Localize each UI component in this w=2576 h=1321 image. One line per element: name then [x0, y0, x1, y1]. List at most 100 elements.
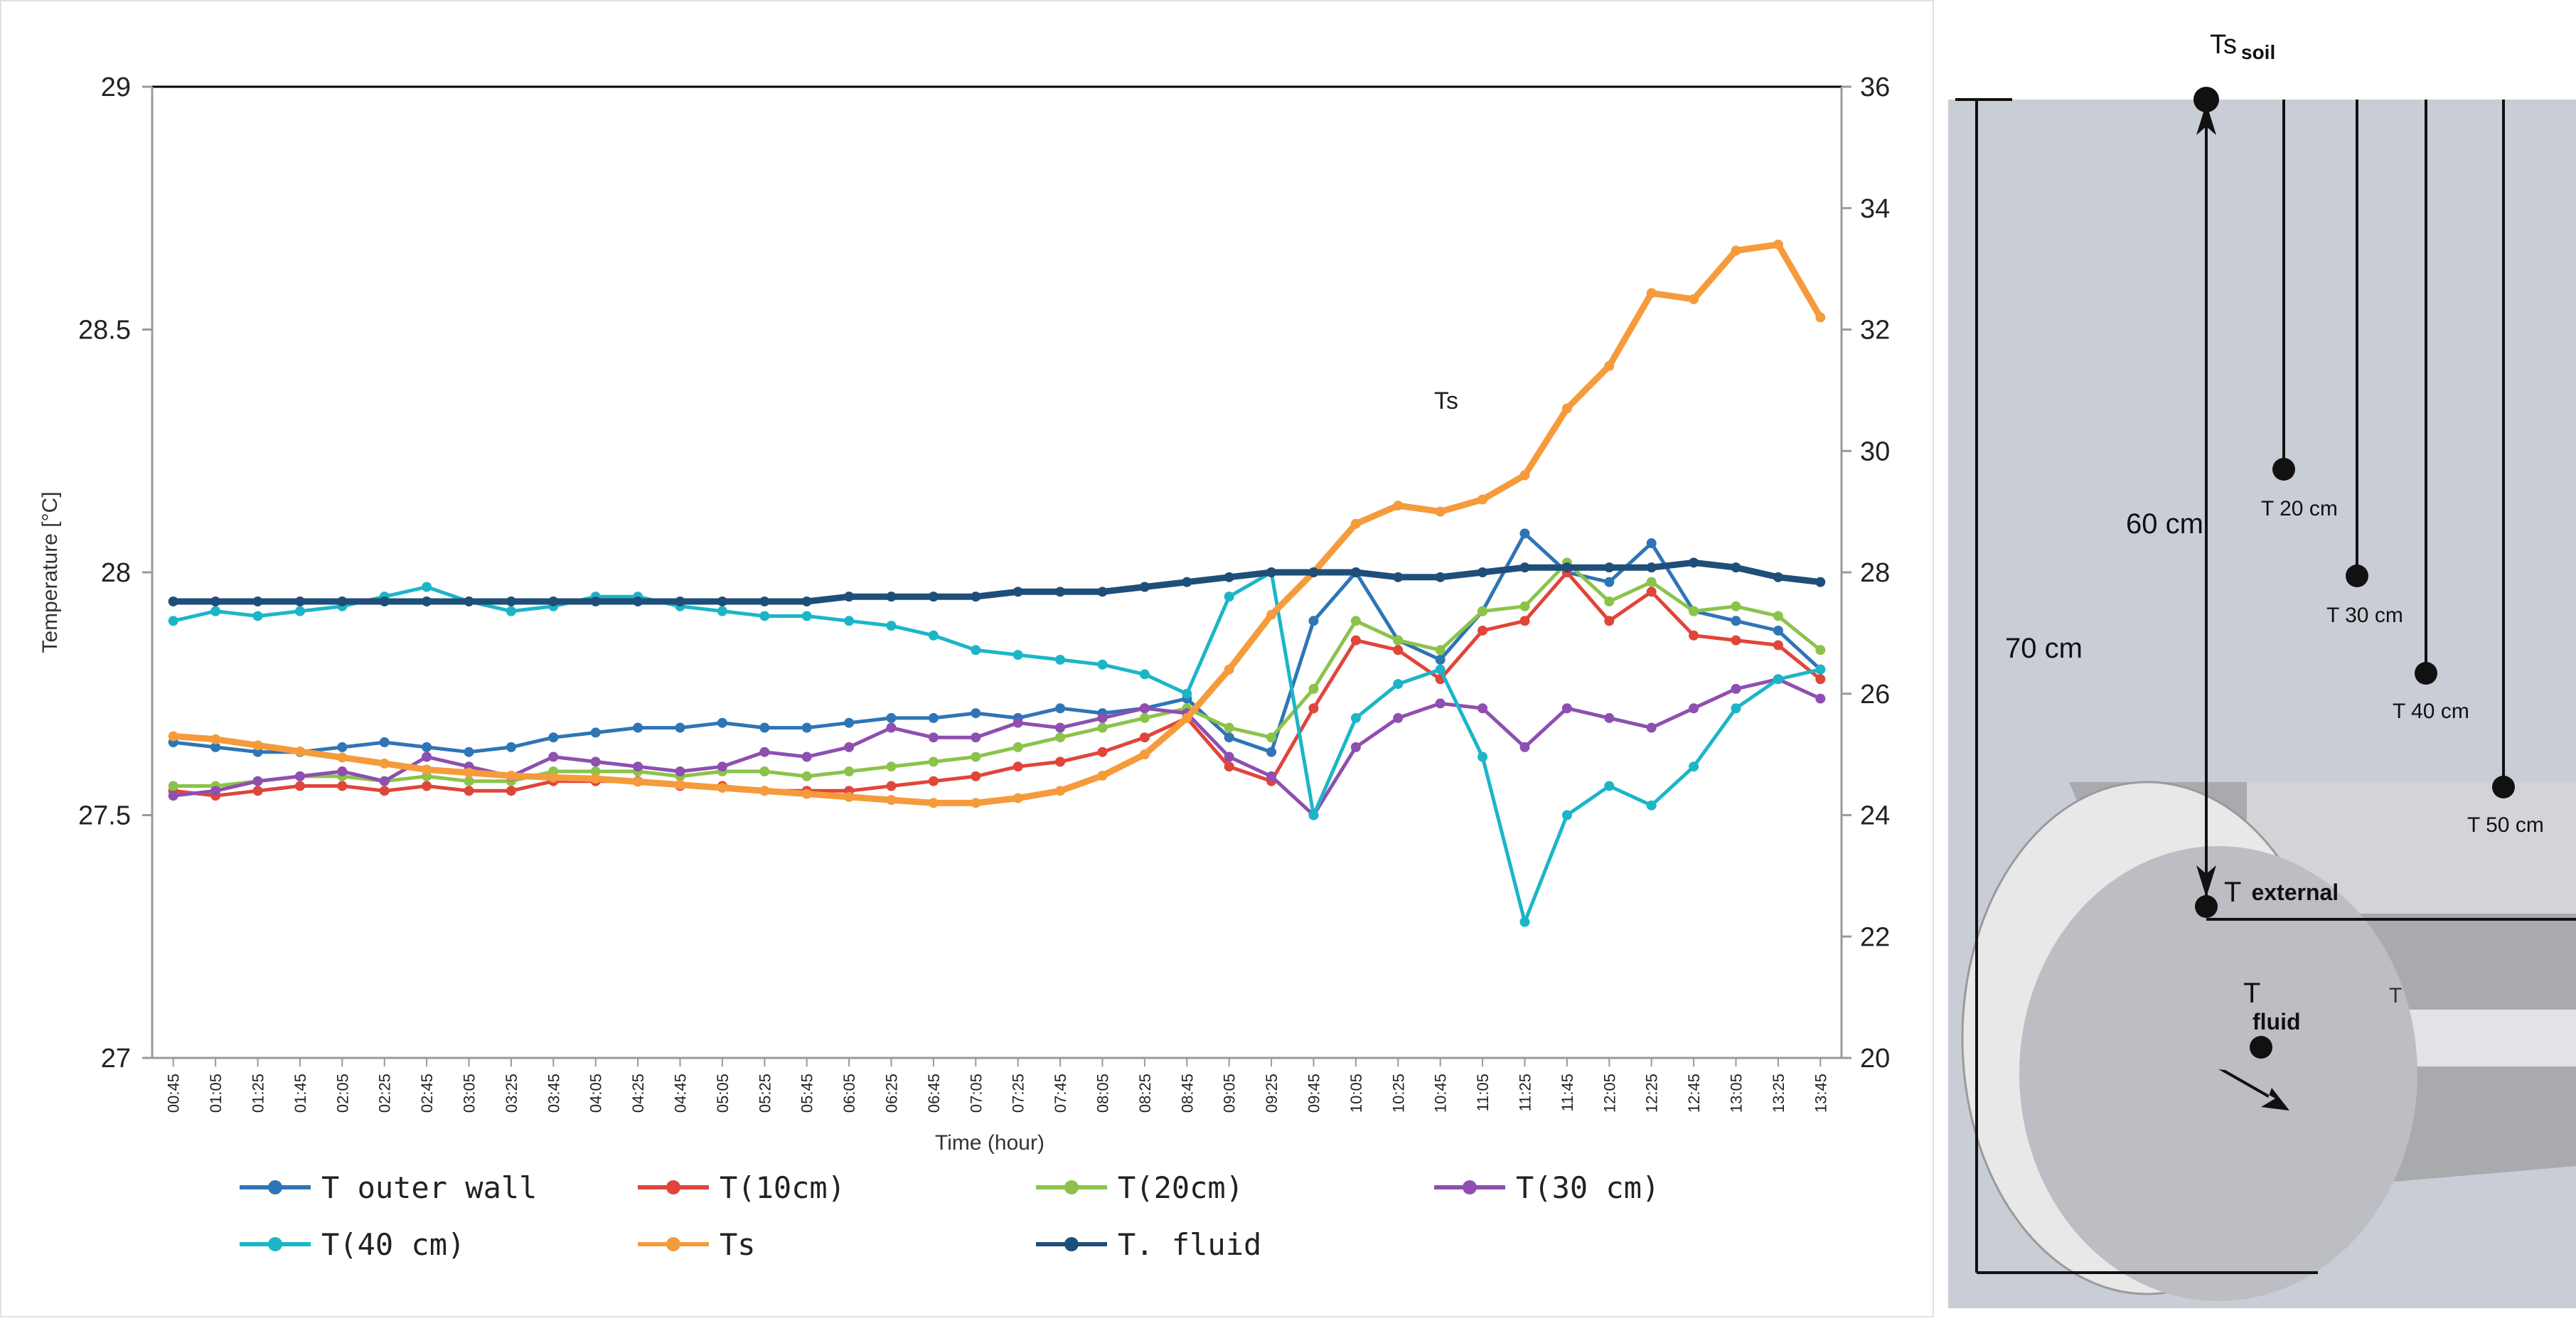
- data-point: [844, 717, 855, 728]
- data-point: [294, 606, 305, 616]
- y2-tick-label: 36: [1860, 73, 1890, 102]
- data-point: [210, 606, 221, 616]
- data-point: [1646, 587, 1657, 597]
- x-tick-label: 06:25: [883, 1074, 901, 1113]
- data-point: [1055, 756, 1066, 767]
- data-point: [1308, 616, 1319, 626]
- data-point: [1055, 732, 1066, 743]
- data-point: [1308, 810, 1319, 820]
- data-point: [294, 771, 305, 781]
- y2-tick-label: 20: [1860, 1044, 1890, 1074]
- data-point: [1815, 312, 1826, 323]
- data-point: [1266, 771, 1277, 781]
- legend-item: T(20cm): [1032, 1166, 1244, 1209]
- x-tick-label: 13:05: [1728, 1074, 1746, 1113]
- legend-swatch: [240, 1237, 311, 1251]
- data-point: [548, 752, 559, 762]
- data-point: [294, 746, 305, 756]
- data-point: [1731, 703, 1741, 714]
- y2-tick-label: 34: [1860, 194, 1890, 224]
- data-point: [886, 795, 897, 806]
- series-line: [173, 559, 1821, 605]
- t-fluid-main: T: [2243, 978, 2260, 1009]
- data-point: [506, 606, 516, 616]
- legend-swatch: [1036, 1180, 1107, 1194]
- data-point: [379, 737, 390, 748]
- y2-tick-label: 32: [1860, 316, 1890, 346]
- data-point: [1139, 712, 1150, 723]
- x-tick-label: 01:05: [207, 1074, 225, 1113]
- data-point: [506, 742, 516, 752]
- t-external-main: T: [2224, 877, 2241, 908]
- data-point: [1308, 703, 1319, 714]
- data-point: [1435, 654, 1445, 665]
- data-point: [1604, 616, 1615, 626]
- y-tick-label: 28.5: [78, 316, 131, 346]
- data-point: [886, 592, 897, 602]
- t-fluid-sensor: [2250, 1036, 2272, 1059]
- data-point: [1435, 698, 1445, 709]
- data-point: [1224, 752, 1234, 762]
- data-point: [379, 786, 390, 796]
- data-point: [294, 596, 305, 606]
- data-point: [1055, 587, 1066, 597]
- data-point: [1773, 239, 1783, 250]
- y-axis-label: Temperature [°C]: [38, 491, 62, 653]
- data-point: [337, 742, 348, 752]
- legend-swatch: [638, 1180, 709, 1194]
- data-point: [168, 781, 178, 791]
- data-point: [801, 722, 812, 733]
- data-point: [1519, 616, 1530, 626]
- legend-label: T outer wall: [321, 1170, 538, 1205]
- data-point: [1012, 742, 1023, 752]
- legend-item: T(40 cm): [236, 1223, 465, 1266]
- data-point: [506, 596, 516, 606]
- data-point: [1689, 606, 1699, 616]
- data-point: [971, 592, 981, 602]
- x-tick-label: 06:05: [840, 1074, 858, 1113]
- data-point: [759, 747, 770, 757]
- data-point: [590, 727, 601, 738]
- data-point: [379, 758, 390, 769]
- x-tick-label: 00:45: [165, 1074, 183, 1113]
- data-point: [717, 717, 727, 728]
- legend: T outer wall T(10cm) T(20cm) T(30 cm) T(40 c…: [236, 1166, 1800, 1280]
- data-point: [759, 766, 770, 777]
- data-point: [1182, 688, 1192, 699]
- data-point: [1815, 664, 1826, 675]
- x-tick-label: 07:25: [1010, 1074, 1027, 1113]
- data-point: [1561, 403, 1572, 414]
- ts-soil-sensor: [2193, 87, 2219, 112]
- data-point: [1604, 781, 1615, 791]
- x-tick-label: 04:05: [587, 1074, 605, 1113]
- data-point: [1308, 683, 1319, 694]
- x-tick-label: 05:05: [714, 1074, 732, 1113]
- data-point: [1519, 742, 1530, 752]
- data-point: [252, 740, 263, 751]
- data-point: [1055, 786, 1066, 796]
- data-point: [590, 596, 601, 606]
- chart-panel: 27 27.5 28 28.5 29 20 22 24 26 28 30 32 34 36 00:45 01:…: [0, 0, 1934, 1317]
- data-point: [1477, 494, 1488, 505]
- x-tick-label: 12:45: [1685, 1074, 1703, 1113]
- data-point: [422, 781, 432, 791]
- data-point: [1266, 567, 1277, 577]
- x-tick-label: 12:05: [1600, 1074, 1618, 1113]
- probe-50-sensor: [2492, 776, 2515, 798]
- data-point: [1350, 635, 1361, 646]
- x-tick-label: 03:45: [545, 1074, 562, 1113]
- data-point: [633, 596, 643, 606]
- data-point: [168, 791, 178, 801]
- data-point: [971, 752, 981, 762]
- probe-30-sensor: [2346, 565, 2368, 587]
- data-point: [886, 722, 897, 733]
- data-point: [422, 764, 432, 775]
- data-point: [464, 776, 474, 786]
- data-point: [590, 766, 601, 777]
- legend-label: Ts: [720, 1226, 756, 1262]
- data-point: [1139, 703, 1150, 714]
- data-point: [464, 786, 474, 796]
- probe-20-sensor: [2272, 458, 2295, 481]
- x-tick-label: 04:25: [629, 1074, 647, 1113]
- ts-soil-main: Ts: [2210, 30, 2237, 60]
